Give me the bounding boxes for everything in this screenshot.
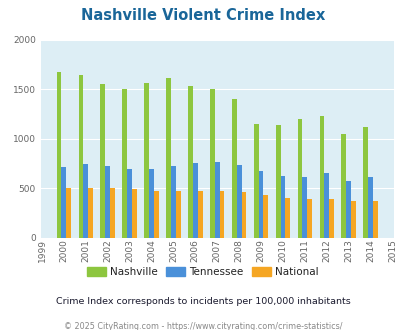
Text: © 2025 CityRating.com - https://www.cityrating.com/crime-statistics/: © 2025 CityRating.com - https://www.city…	[64, 322, 341, 330]
Bar	[275, 125, 280, 238]
Bar	[285, 199, 290, 238]
Bar	[372, 201, 377, 238]
Bar	[175, 191, 180, 238]
Bar	[367, 177, 372, 238]
Bar	[149, 169, 153, 238]
Bar	[341, 134, 345, 238]
Bar	[192, 163, 197, 238]
Bar	[78, 75, 83, 238]
Bar	[166, 78, 171, 238]
Bar	[345, 181, 350, 238]
Bar	[100, 84, 105, 238]
Bar	[61, 167, 66, 238]
Bar	[132, 189, 136, 238]
Bar	[153, 191, 158, 238]
Bar	[144, 83, 149, 238]
Text: Nashville Violent Crime Index: Nashville Violent Crime Index	[81, 8, 324, 23]
Bar	[209, 89, 214, 238]
Bar	[362, 127, 367, 238]
Bar	[328, 199, 333, 238]
Bar	[88, 187, 93, 238]
Text: Crime Index corresponds to incidents per 100,000 inhabitants: Crime Index corresponds to incidents per…	[55, 297, 350, 306]
Bar	[297, 119, 302, 238]
Bar	[258, 171, 263, 238]
Bar	[319, 116, 324, 238]
Bar	[127, 169, 132, 238]
Bar	[219, 191, 224, 238]
Bar	[302, 177, 307, 238]
Bar	[105, 166, 110, 238]
Bar	[197, 191, 202, 238]
Bar	[214, 162, 219, 238]
Bar	[307, 199, 311, 238]
Bar	[241, 192, 246, 238]
Bar	[280, 176, 285, 238]
Bar	[236, 165, 241, 238]
Bar	[253, 124, 258, 238]
Bar	[122, 89, 127, 238]
Bar	[171, 166, 175, 238]
Bar	[324, 173, 328, 238]
Bar	[263, 195, 268, 238]
Bar	[57, 72, 61, 238]
Bar	[66, 187, 71, 238]
Bar	[231, 100, 236, 238]
Bar	[188, 86, 192, 238]
Legend: Nashville, Tennessee, National: Nashville, Tennessee, National	[83, 263, 322, 281]
Bar	[110, 187, 115, 238]
Bar	[350, 201, 355, 238]
Bar	[83, 164, 88, 238]
